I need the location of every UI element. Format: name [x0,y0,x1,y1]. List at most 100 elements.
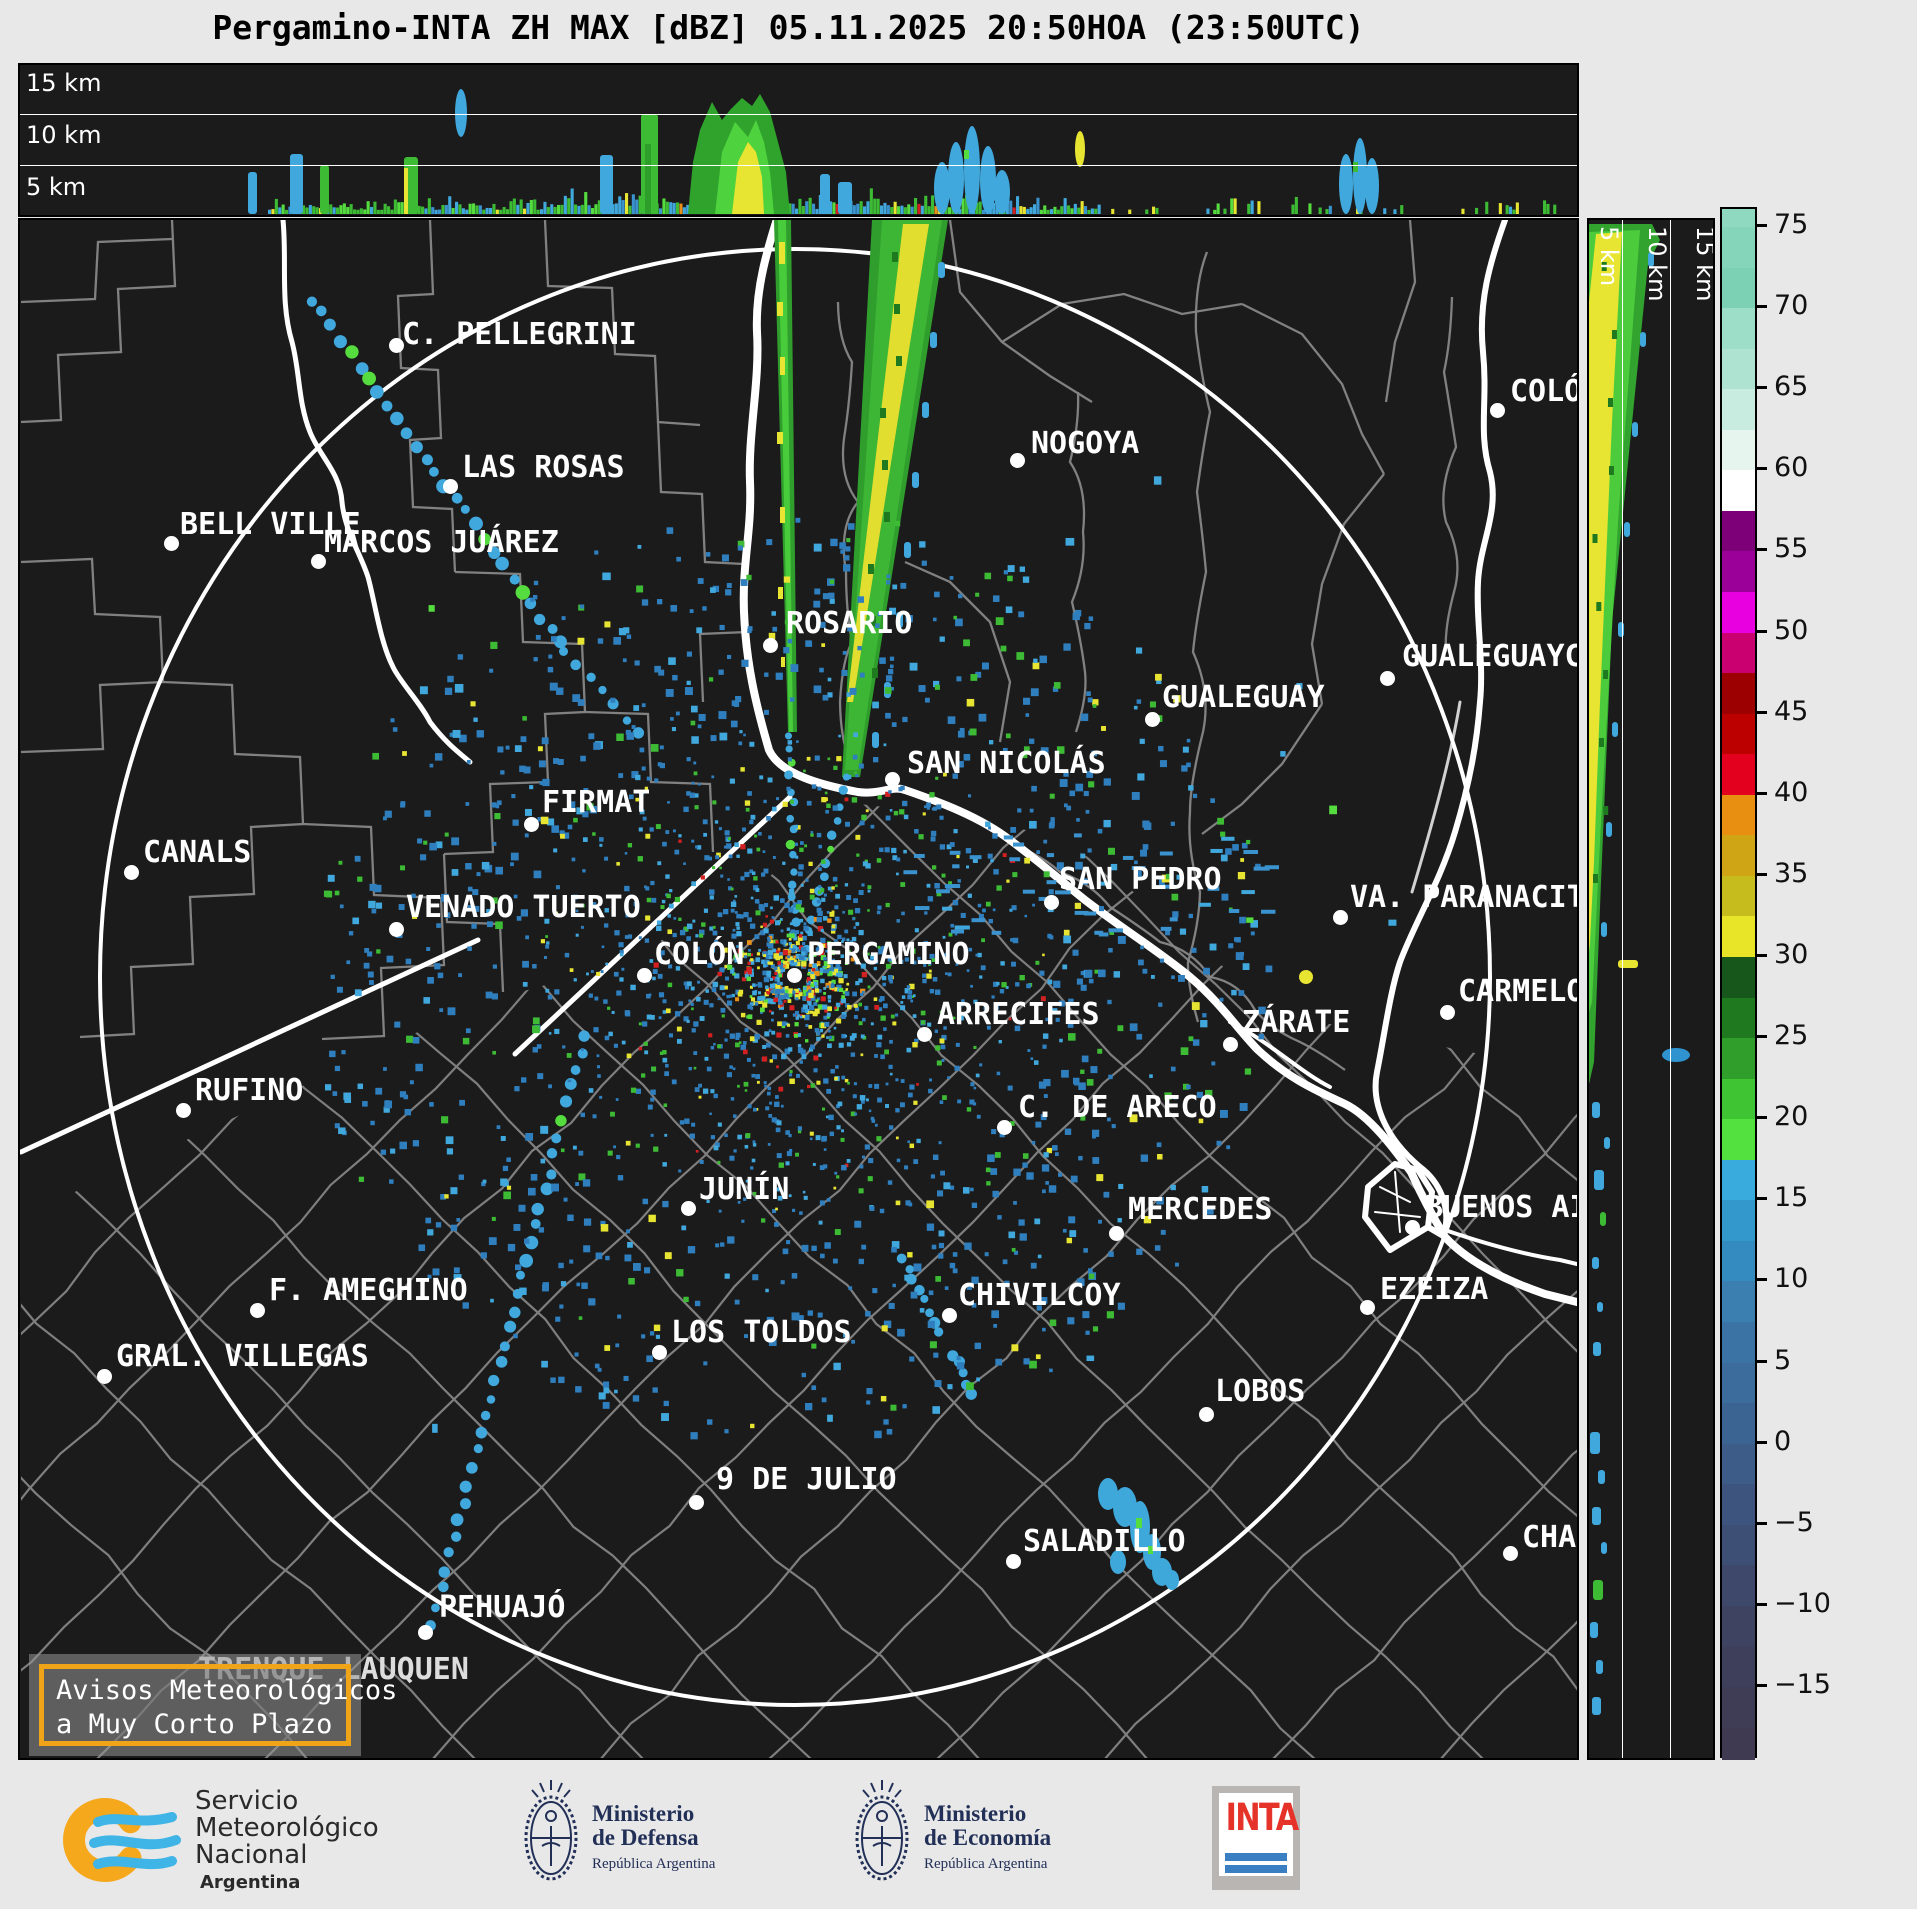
colorbar-tick-label: 25 [1774,1020,1809,1052]
colorbar-tick-label: −5 [1774,1506,1814,1538]
colorbar-segment [1722,632,1755,674]
colorbar-tick [1757,1521,1767,1525]
city-dot [1490,403,1505,418]
city-label: ZÁRATE [1242,1005,1351,1040]
colorbar-segment [1722,1321,1755,1363]
city-label: GUALEGUAYCHÚ [1402,639,1577,674]
colorbar-tick-label: 0 [1774,1425,1792,1457]
city-dot [885,772,900,787]
city-dot [1199,1407,1214,1422]
colorbar-tick [1757,1602,1767,1606]
city-dot [1360,1300,1375,1315]
smn-text-4: Argentina [200,1872,301,1893]
colorbar-tick-label: 30 [1774,938,1809,970]
colorbar-tick [1757,953,1767,957]
colorbar-tick [1757,1359,1767,1363]
colorbar-tick-label: 60 [1774,452,1809,484]
warning-line-2: a Muy Corto Plazo [56,1709,333,1740]
economia-title-2: de Economía [924,1825,1052,1850]
colorbar-segment [1722,916,1755,957]
city-label: CANALS [143,835,252,870]
colorbar-segment [1722,713,1755,755]
colorbar-tick-label: −15 [1774,1668,1831,1700]
city-dot [1109,1226,1124,1241]
city-label: SALADILLO [1023,1524,1186,1559]
inta-bar-2 [1225,1865,1287,1873]
city-dot [1006,1554,1021,1569]
altitude-label-10km: 10 km [26,121,102,149]
top-cross-section-canvas [248,89,1557,214]
city-label: EZEIZA [1380,1272,1489,1307]
city-label: BUENOS AIRES [1425,1190,1577,1225]
city-label: MERCEDES [1128,1192,1273,1227]
colorbar-tick [1757,710,1767,714]
city-dot [1503,1546,1518,1561]
dbz-colorbar [1720,207,1757,1760]
colorbar-segment [1722,673,1755,714]
city-label: C. PELLEGRINI [402,317,637,352]
colorbar-tick [1757,548,1767,552]
radar-map-canvas [20,220,1577,1758]
colorbar-segment [1722,510,1755,552]
colorbar-tick [1757,386,1767,390]
colorbar-segment [1722,591,1755,633]
city-dot [917,1027,932,1042]
smn-text-1: Servicio [195,1786,299,1816]
colorbar-segment [1722,1038,1755,1079]
colorbar-segment [1722,875,1755,917]
colorbar-tick [1757,1278,1767,1282]
colorbar-tick [1757,1116,1767,1120]
city-label: CARMELO [1458,974,1579,1009]
city-label: SAN PEDRO [1059,862,1222,897]
city-dot [1333,910,1348,925]
economia-title-1: Ministerio [924,1801,1027,1826]
colorbar-segment [1722,794,1755,836]
city-label: VENADO TUERTO [406,890,641,925]
colorbar-segment [1722,1484,1755,1525]
colorbar-segment [1722,956,1755,998]
colorbar-tick-label: 20 [1774,1101,1809,1133]
city-label: PERGAMINO [807,937,970,972]
colorbar-tick-label: 55 [1774,533,1809,565]
city-label: NOGOYA [1031,426,1140,461]
city-label: ARRECIFES [937,997,1100,1032]
colorbar-segment [1722,754,1755,795]
inta-logo-text: INTA [1225,1796,1300,1839]
colorbar-tick [1757,1440,1767,1444]
city-dot [443,479,458,494]
city-dot [1223,1037,1238,1052]
city-dot [389,922,404,937]
product-title: Pergamino-INTA ZH MAX [dBZ] 05.11.2025 2… [212,8,1365,47]
colorbar-tick [1757,224,1767,227]
colorbar-segment [1722,1078,1755,1120]
top-cross-section-panel: 15 km 10 km 5 km [18,63,1579,217]
colorbar-segment [1722,997,1755,1039]
defensa-title-2: de Defensa [592,1825,699,1850]
city-dot [124,865,139,880]
colorbar-tick [1757,872,1767,876]
colorbar-tick [1757,1197,1767,1201]
city-label: F. AMEGHINO [269,1273,468,1308]
city-label: ROSARIO [786,606,913,641]
colorbar-tick-label: 10 [1774,1263,1809,1295]
colorbar-tick [1757,791,1767,795]
colorbar-segment [1722,1119,1755,1160]
colorbar-tick-label: 65 [1774,371,1809,403]
inta-bar-1 [1225,1853,1287,1861]
city-dot [164,536,179,551]
city-dot [311,554,326,569]
colorbar-segment [1722,1281,1755,1322]
colorbar-segment [1722,1159,1755,1201]
city-dot [689,1495,704,1510]
defensa-coat-of-arms [524,1780,578,1881]
city-dot [681,1201,696,1216]
city-dot [1010,453,1025,468]
altitude-label-5km: 5 km [26,173,87,201]
colorbar-segment [1722,348,1755,390]
city-label: COLÓN [654,937,745,972]
colorbar-tick [1757,629,1767,633]
city-dot [97,1369,112,1384]
city-label: GUALEGUAY [1162,680,1325,715]
colorbar-tick-label: 50 [1774,614,1809,646]
